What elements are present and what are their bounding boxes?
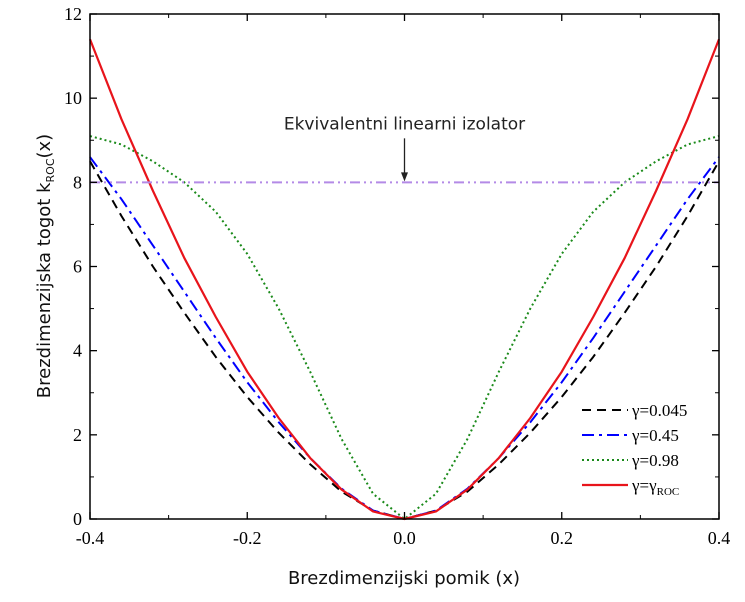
series-line-2 xyxy=(89,156,720,520)
series-layer xyxy=(88,38,721,521)
legend-label-2: γ=0.45 xyxy=(631,426,679,445)
y-tick-label: 12 xyxy=(64,4,82,24)
y-axis-title: Brezdimenzijska togot kROC(x) xyxy=(34,134,57,398)
y-tick-label: 8 xyxy=(73,172,82,192)
y-tick-label: 0 xyxy=(73,509,82,529)
series-line-3 xyxy=(89,135,720,520)
series-line-1 xyxy=(89,160,720,520)
annotation: Ekvivalentni linearni izolator xyxy=(284,114,525,182)
annotation-arrowhead xyxy=(401,172,408,182)
series-line-4 xyxy=(88,38,721,521)
x-tick-label: 0.2 xyxy=(551,528,574,548)
y-axis-title-subscript: ROC xyxy=(44,158,57,182)
y-tick-label: 4 xyxy=(73,341,82,361)
x-tick-label: -0.4 xyxy=(76,528,105,548)
y-tick-label: 6 xyxy=(73,257,82,277)
legend: γ=0.045 γ=0.45 γ=0.98 γ=γROC xyxy=(582,401,687,498)
x-tick-label: 0.4 xyxy=(708,528,731,548)
y-tick-label: 2 xyxy=(73,425,82,445)
x-axis-title: Brezdimenzijski pomik (x) xyxy=(288,568,520,589)
x-tick-label: 0.0 xyxy=(393,528,416,548)
legend-label-1: γ=0.045 xyxy=(631,401,687,420)
legend-label-4: γ=γROC xyxy=(631,476,679,498)
plot-frame xyxy=(89,13,720,520)
ticks-layer: -0.4 -0.2 0.0 0.2 0.4 0 2 4 6 8 10 12 xyxy=(64,4,730,548)
legend-label-3: γ=0.98 xyxy=(631,451,679,470)
y-tick-label: 10 xyxy=(64,88,82,108)
annotation-text: Ekvivalentni linearni izolator xyxy=(284,114,525,134)
x-tick-label: -0.2 xyxy=(233,528,262,548)
